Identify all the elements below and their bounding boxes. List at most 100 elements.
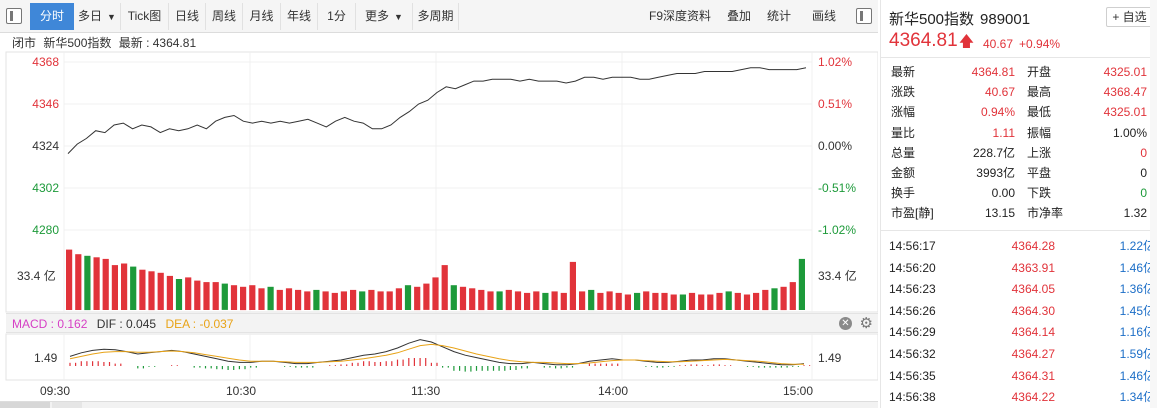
volume-bar: [487, 291, 494, 310]
tab-6[interactable]: 年线: [281, 3, 318, 30]
volume-bar: [615, 292, 622, 310]
volume-label-left: 33.4 亿: [17, 268, 56, 283]
volume-bar: [734, 292, 741, 310]
scrollbar-track-segment: [52, 402, 82, 408]
toolbar-button-0[interactable]: F9深度资料: [648, 9, 711, 23]
volume-bar: [688, 292, 696, 310]
volume-bar: [597, 292, 604, 310]
add-watchlist-button[interactable]: + 自选: [1106, 7, 1153, 27]
tab-0[interactable]: 分时: [30, 3, 74, 30]
volume-bar: [304, 291, 311, 310]
volume-bar: [661, 292, 668, 310]
volume-bar: [679, 294, 686, 310]
volume-bar: [359, 291, 366, 310]
volume-bar: [230, 285, 238, 310]
tick-price: 4364.30: [1011, 303, 1055, 318]
volume-bar: [588, 289, 595, 311]
price-line: [67, 67, 807, 154]
tab-1[interactable]: 多日 ▼: [74, 3, 121, 30]
scrollbar-thumb[interactable]: [0, 402, 50, 408]
volume-bar: [725, 291, 732, 310]
tick-price: 4364.05: [1011, 282, 1055, 297]
panel-toggle-icon[interactable]: [856, 8, 872, 24]
volume-bar: [478, 289, 485, 311]
stat-label: 最高: [1027, 85, 1052, 100]
tab-label: 周线: [211, 9, 236, 23]
y-tick-left: 4324: [32, 139, 59, 153]
intraday-chart[interactable]: 4368 1.02% 4346 0.51% 4324 0.00% 4302 -0.51% 428…: [0, 0, 878, 408]
volume-bar: [505, 289, 512, 311]
volume-bar: [75, 254, 82, 310]
toolbar-button-1[interactable]: 叠加: [726, 9, 751, 23]
tick-time: 14:56:35: [889, 368, 936, 383]
volume-bar: [551, 291, 558, 310]
chart-frame: [5, 51, 878, 313]
stat-label: 量比: [891, 125, 916, 140]
volume-bar: [743, 294, 751, 310]
tab-8[interactable]: 更多 ▼: [356, 3, 413, 30]
y-tick-left: 4302: [32, 181, 59, 195]
stat-label: 总量: [891, 145, 916, 160]
y-tick-right: 1.02%: [818, 55, 852, 69]
volume-bar: [579, 291, 586, 310]
tick-time: 14:56:23: [889, 282, 936, 297]
vertical-scrollbar[interactable]: [1150, 0, 1157, 408]
stat-value: 1.32: [1123, 206, 1147, 221]
close-icon[interactable]: ✕: [839, 317, 852, 330]
tick-time: 14:56:26: [889, 303, 936, 318]
macd-header: MACD : 0.162 DIF : 0.045 DEA : -0.037 ✕ …: [6, 313, 878, 333]
stat-label: 最低: [1027, 105, 1052, 120]
time-tick: 15:00: [783, 384, 814, 398]
stat-label: 涨幅: [891, 105, 916, 120]
quote-price: 4364.81🡅: [889, 30, 974, 56]
volume-bar: [66, 249, 73, 310]
volume-bar: [377, 291, 384, 310]
tick-price: 4364.22: [1011, 390, 1055, 405]
time-tick: 14:00: [598, 384, 629, 398]
gear-icon[interactable]: ⚙: [859, 315, 873, 332]
market-status: 闭市: [12, 36, 37, 50]
time-tick: 11:30: [411, 384, 441, 398]
tick-time: 14:56:32: [889, 347, 936, 361]
volume-bar: [121, 263, 128, 310]
tab-7[interactable]: 1分: [318, 3, 356, 30]
tab-5[interactable]: 月线: [243, 3, 281, 30]
tab-9[interactable]: 多周期: [413, 3, 459, 30]
volume-bar: [194, 280, 201, 310]
volume-bar: [404, 285, 412, 310]
tab-label: 月线: [249, 9, 274, 23]
toolbar-button-2[interactable]: 统计: [766, 9, 791, 23]
volume-bar: [771, 288, 778, 310]
tab-3[interactable]: 日线: [169, 3, 206, 30]
quote-infobar: 闭市 新华500指数 最新 : 4364.81: [12, 35, 200, 51]
volume-bar: [542, 292, 549, 310]
change-pct: +0.94%: [1019, 37, 1061, 51]
volume-bar: [212, 282, 219, 310]
tick-price: 4364.27: [1011, 347, 1055, 361]
stat-label: 最新: [891, 65, 916, 79]
divider: [881, 57, 1157, 58]
y-tick-left: 4346: [32, 97, 59, 111]
dif-line: [69, 339, 805, 366]
toolbar: 分时 多日 ▼ Tick图 日线 周线 月线 年线 1分 更多 ▼ 多周期 F9深度资料 叠加 统计 画线: [0, 0, 878, 33]
quote-change: 40.67 +0.94%: [983, 37, 1066, 51]
volume-label-right: 33.4 亿: [818, 268, 857, 283]
stat-value: 0: [1140, 145, 1147, 160]
tick-row: 14:56:17 4364.28 1.22亿: [889, 236, 1155, 257]
tick-vol: 1.45亿: [1119, 303, 1155, 318]
stat-value: 1.00%: [1112, 125, 1147, 140]
tab-label: 日线: [174, 9, 199, 23]
volume-bar: [267, 286, 274, 311]
sidebar-toggle-icon[interactable]: [6, 8, 22, 24]
toolbar-button-3[interactable]: 画线: [811, 9, 836, 23]
dea-line: [69, 343, 804, 365]
volume-bar: [139, 269, 146, 310]
volume-bar: [423, 283, 430, 310]
tab-2[interactable]: Tick图: [121, 3, 169, 30]
horizontal-scrollbar[interactable]: [0, 401, 878, 408]
volume-bar: [459, 286, 467, 311]
tick-time: 14:56:38: [889, 390, 936, 405]
volume-bar: [285, 288, 293, 310]
volume-bar: [313, 289, 320, 311]
tab-4[interactable]: 周线: [206, 3, 243, 30]
